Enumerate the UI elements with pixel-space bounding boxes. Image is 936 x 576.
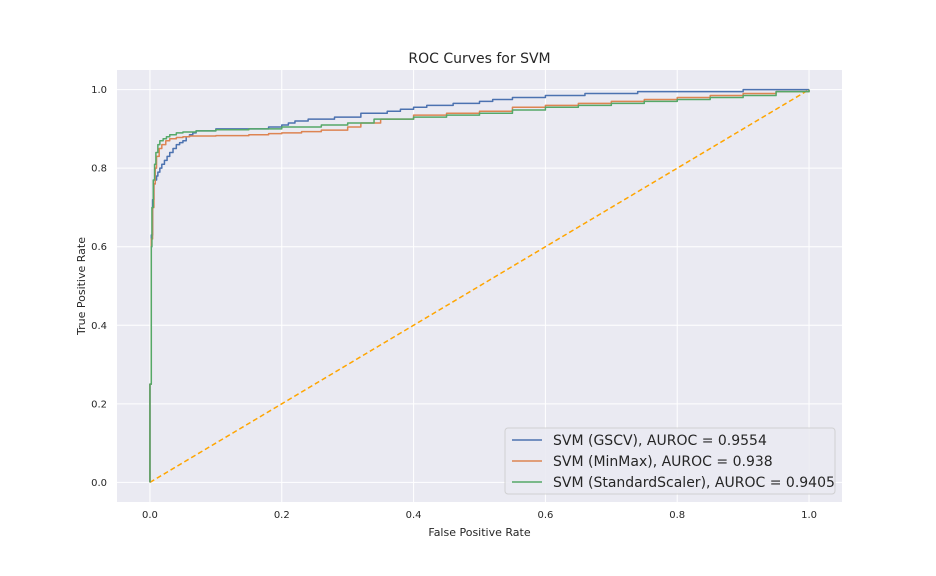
x-axis-label: False Positive Rate	[428, 526, 530, 539]
y-tick-label: 0.4	[91, 321, 107, 332]
series-line-1	[149, 89, 810, 483]
y-axis-label: True Positive Rate	[75, 237, 88, 336]
legend: SVM (GSCV), AUROC = 0.9554 SVM (MinMax), …	[504, 427, 836, 495]
legend-label: SVM (StandardScaler), AUROC = 0.9405	[553, 475, 835, 491]
legend-label: SVM (MinMax), AUROC = 0.938	[553, 454, 773, 470]
x-tick-label: 0.0	[142, 510, 158, 521]
series-line-2	[149, 89, 810, 483]
x-tick-label: 0.8	[669, 510, 685, 521]
x-tick-label: 0.6	[537, 510, 553, 521]
series-layer	[149, 88, 810, 484]
x-tick-label: 0.4	[406, 510, 422, 521]
legend-box	[504, 427, 836, 495]
x-tick-label: 1.0	[801, 510, 817, 521]
ticks: 0.0 0.2 0.4 0.6 0.8 1.0 0.0 0.2 0.4 0.6 0.8 1.0	[91, 85, 817, 521]
y-tick-label: 0.8	[91, 164, 107, 175]
y-tick-label: 0.0	[91, 478, 107, 489]
chart-title: ROC Curves for SVM	[408, 51, 550, 67]
y-tick-label: 0.2	[91, 399, 107, 410]
legend-label: SVM (GSCV), AUROC = 0.9554	[553, 433, 767, 449]
y-tick-label: 0.6	[91, 242, 107, 253]
x-tick-label: 0.2	[274, 510, 290, 521]
y-tick-label: 1.0	[91, 85, 107, 96]
